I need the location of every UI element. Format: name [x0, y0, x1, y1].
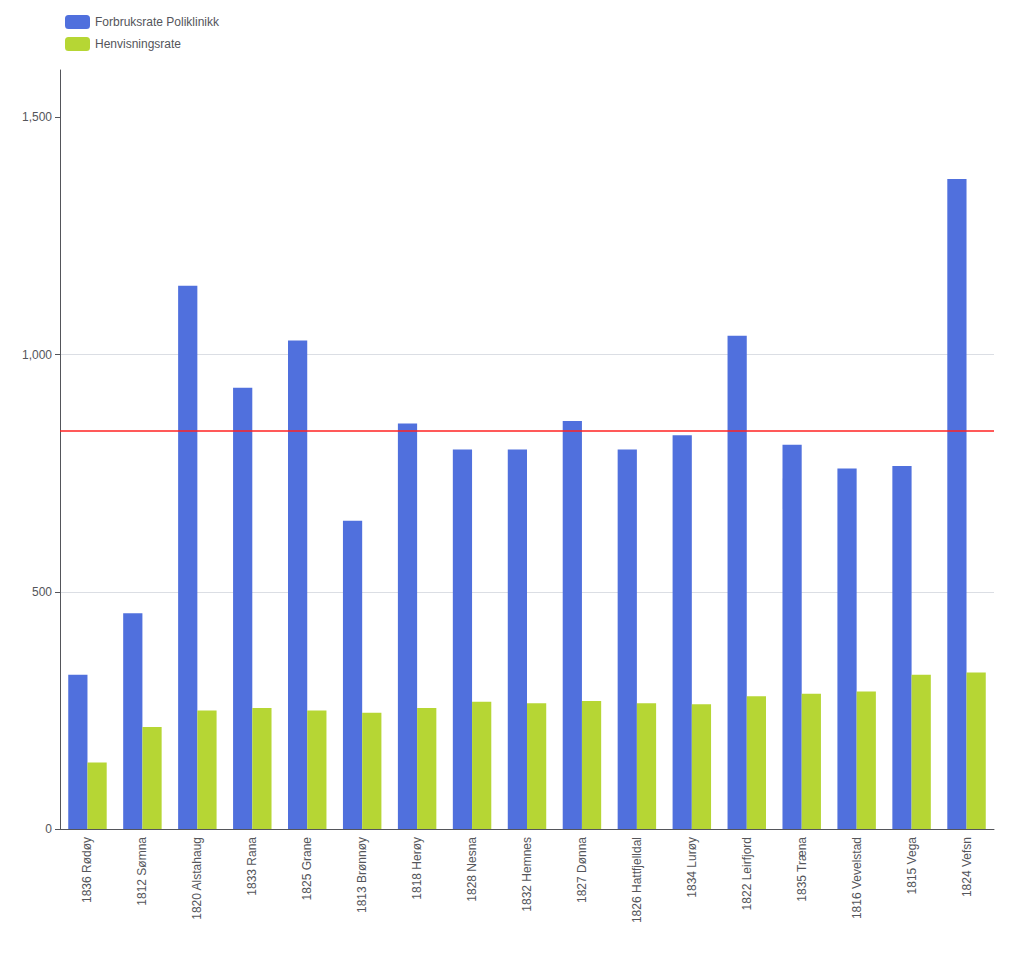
svg-text:1825 Grane: 1825 Grane — [300, 837, 314, 901]
svg-text:1,500: 1,500 — [22, 110, 52, 124]
svg-text:0: 0 — [45, 822, 52, 836]
svg-text:Henvisningsrate: Henvisningsrate — [95, 37, 181, 51]
svg-text:1834 Lurøy: 1834 Lurøy — [685, 837, 699, 898]
svg-text:1820 Alstahaug: 1820 Alstahaug — [190, 837, 204, 920]
svg-text:Forbruksrate Poliklinikk: Forbruksrate Poliklinikk — [95, 15, 220, 29]
svg-text:1812 Sømna: 1812 Sømna — [135, 837, 149, 906]
svg-text:1833 Rana: 1833 Rana — [245, 837, 259, 896]
svg-text:1836 Rødøy: 1836 Rødøy — [80, 837, 94, 903]
svg-text:500: 500 — [32, 585, 52, 599]
svg-text:1826 Hattfjelldal: 1826 Hattfjelldal — [630, 837, 644, 923]
svg-text:1832 Hemnes: 1832 Hemnes — [520, 837, 534, 912]
svg-text:1815 Vega: 1815 Vega — [905, 837, 919, 895]
svg-text:1813 Brønnøy: 1813 Brønnøy — [355, 837, 369, 913]
svg-text:1818 Herøy: 1818 Herøy — [410, 837, 424, 900]
svg-text:1828 Nesna: 1828 Nesna — [465, 837, 479, 902]
svg-text:1827 Dønna: 1827 Dønna — [575, 837, 589, 903]
svg-text:1816 Vevelstad: 1816 Vevelstad — [850, 837, 864, 919]
svg-text:1824 Vefsn: 1824 Vefsn — [960, 837, 974, 897]
svg-text:1835 Træna: 1835 Træna — [795, 837, 809, 902]
svg-text:1822 Leirfjord: 1822 Leirfjord — [740, 837, 754, 910]
svg-text:1,000: 1,000 — [22, 348, 52, 362]
